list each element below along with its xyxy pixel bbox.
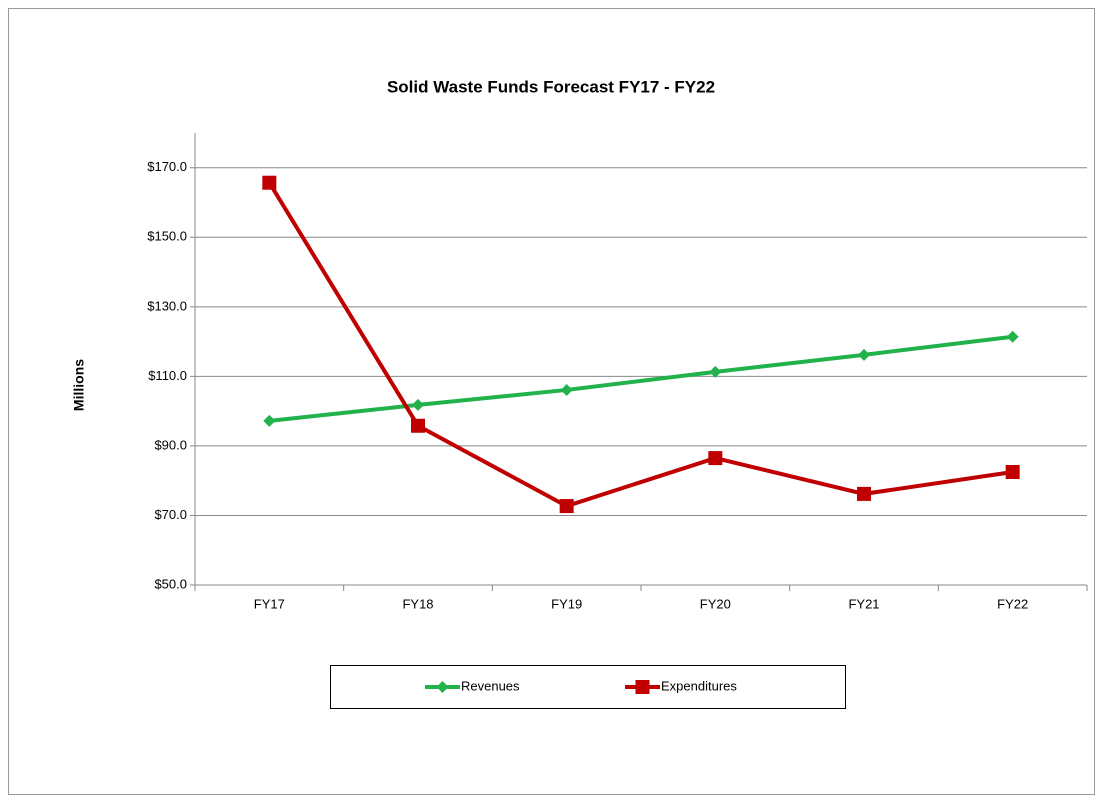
marker — [559, 499, 574, 514]
marker — [857, 486, 871, 501]
x-tick-label: FY18 — [402, 596, 433, 611]
y-tick-label: $130.0 — [147, 298, 187, 313]
series-line — [267, 181, 1013, 509]
chart-border — [8, 8, 1095, 795]
y-tick-label: $170.0 — [147, 159, 187, 174]
marker — [436, 681, 449, 693]
series-line — [269, 334, 1013, 423]
x-tick-label: FY19 — [551, 596, 582, 611]
marker — [263, 414, 276, 427]
x-tick-label: FY17 — [254, 596, 285, 611]
y-tick-label: $50.0 — [154, 576, 187, 591]
marker — [412, 398, 424, 411]
marker — [709, 365, 722, 378]
y-axis-label: Millions — [71, 359, 87, 411]
chart-title: Solid Waste Funds Forecast FY17 - FY22 — [387, 77, 715, 96]
marker — [262, 175, 277, 190]
marker — [858, 348, 870, 361]
marker — [1005, 465, 1020, 479]
marker — [635, 680, 650, 694]
marker — [708, 451, 723, 466]
marker — [560, 383, 573, 396]
x-tick-label: FY20 — [700, 596, 731, 611]
y-tick-label: $90.0 — [154, 437, 187, 452]
legend-label: Revenues — [461, 678, 520, 693]
x-tick-label: FY21 — [848, 596, 879, 611]
y-tick-label: $70.0 — [154, 507, 187, 522]
y-tick-label: $110.0 — [148, 368, 187, 383]
marker — [411, 418, 425, 433]
legend-box — [330, 665, 846, 709]
legend-label: Expenditures — [661, 678, 737, 693]
marker — [1006, 330, 1019, 343]
x-tick-label: FY22 — [997, 596, 1028, 611]
y-tick-label: $150.0 — [147, 229, 187, 244]
